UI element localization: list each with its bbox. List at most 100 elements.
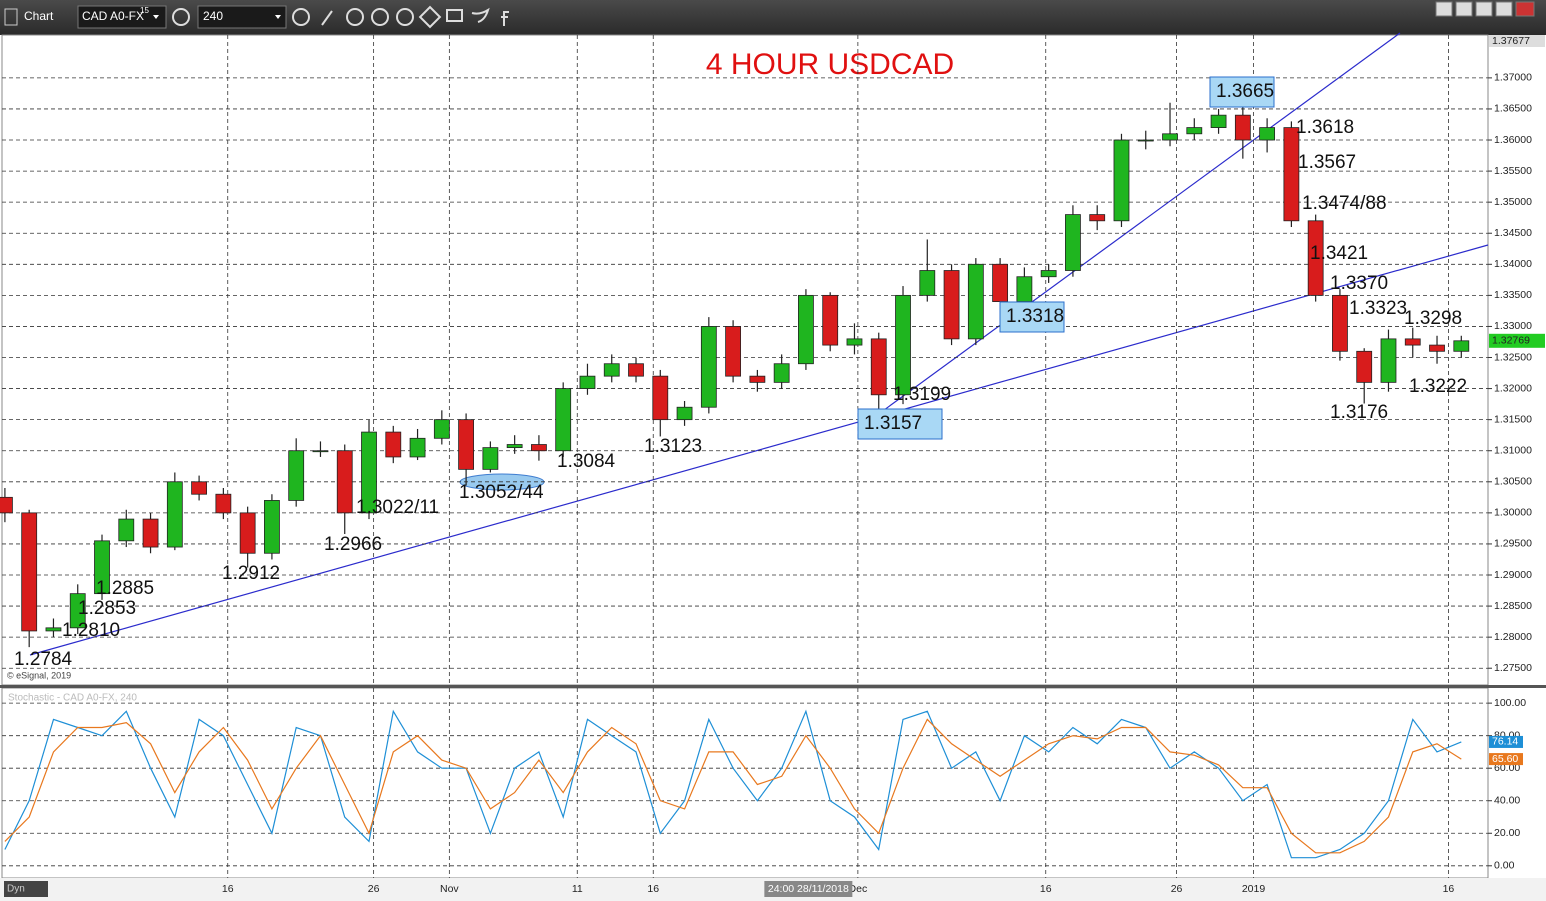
candle-body <box>166 481 183 548</box>
y-tick-label: 1.32500 <box>1494 351 1532 363</box>
tool[interactable] <box>446 9 463 22</box>
candle-body <box>798 294 814 365</box>
tool[interactable] <box>396 8 414 26</box>
y-tick-label: 1.35000 <box>1494 196 1532 208</box>
axis-high: 1.37677 <box>1492 35 1530 47</box>
candle-body <box>1089 214 1106 222</box>
annotation-box <box>999 301 1065 333</box>
annotation: 1.3176 <box>1330 402 1388 423</box>
candle-body <box>336 450 353 514</box>
annotation-box <box>1209 76 1275 108</box>
candle-body <box>822 294 839 346</box>
twitter[interactable] <box>471 7 490 23</box>
candle-body <box>700 326 717 408</box>
app-label: Chart <box>24 9 54 23</box>
draw-tool[interactable] <box>321 10 333 26</box>
candle-body <box>1210 114 1227 128</box>
last-price-badge <box>1489 333 1545 348</box>
annotation: 1.3323 <box>1349 298 1407 319</box>
annotation: 1.3199 <box>893 384 951 405</box>
window-button[interactable] <box>1455 1 1473 17</box>
candle-body <box>1113 139 1130 222</box>
annotation-box <box>857 408 943 440</box>
window-button[interactable] <box>1435 1 1453 17</box>
candle-body <box>943 270 960 340</box>
candle-body <box>652 375 669 421</box>
candle-body <box>1453 340 1470 352</box>
annotation: 1.2912 <box>222 563 280 584</box>
y-tick-label: 1.30000 <box>1494 507 1532 519</box>
stochastic-panel <box>1 687 1489 879</box>
last-value-label: 76.14 <box>1492 736 1518 748</box>
y-tick-label: 1.27500 <box>1494 662 1532 674</box>
tool[interactable] <box>371 8 389 26</box>
annotation: 1.3567 <box>1298 152 1356 173</box>
refresh-button[interactable] <box>172 8 190 26</box>
candle-body <box>1283 127 1300 222</box>
candle-body <box>676 406 693 421</box>
dropdown[interactable] <box>275 15 281 19</box>
candle-body <box>1186 127 1203 135</box>
annotation: 1.2810 <box>62 620 120 641</box>
window-button[interactable] <box>1475 1 1493 17</box>
y-tick-label: 1.28000 <box>1494 631 1532 643</box>
y-tick-label: 1.31000 <box>1494 445 1532 457</box>
y-tick-label: 1.37000 <box>1494 72 1532 84</box>
annotation: 1.3052/44 <box>459 482 544 503</box>
window-button[interactable] <box>1495 1 1513 17</box>
candle-body <box>142 518 159 548</box>
candle-body <box>628 363 644 377</box>
candle-body <box>846 338 863 346</box>
candle-body <box>1307 220 1324 296</box>
tool[interactable] <box>346 8 364 26</box>
watermark: © eSignal, 2019 <box>7 670 71 680</box>
annotation: 1.3222 <box>1409 376 1467 397</box>
annotation: 1.3665 <box>1216 81 1274 102</box>
candle-body <box>603 363 620 377</box>
last-value-label: 65.60 <box>1492 753 1518 765</box>
candle-body <box>531 444 547 452</box>
annotation: 1.3421 <box>1310 243 1368 264</box>
interval-box[interactable] <box>197 5 287 29</box>
close-button[interactable] <box>1515 1 1535 17</box>
time-button[interactable] <box>292 8 310 26</box>
candle-body <box>69 593 86 629</box>
candle-body <box>919 270 936 296</box>
y-tick-label: 1.34000 <box>1494 258 1532 270</box>
candle-body <box>992 263 1009 302</box>
candle-body <box>895 294 911 396</box>
candle-body <box>1404 338 1421 346</box>
facebook[interactable] <box>501 11 509 26</box>
dropdown[interactable] <box>153 15 159 19</box>
candle-body <box>264 500 280 554</box>
annotation: 1.3618 <box>1296 117 1354 138</box>
y-tick-label: 1.36000 <box>1494 134 1532 146</box>
candle-body <box>21 512 38 632</box>
x-tick-label: 16 <box>1040 883 1052 895</box>
x-tick-label: 16 <box>222 883 234 895</box>
crosshair-label: 24:00 28/11/2018 <box>768 883 849 895</box>
y-tick-label: 100.00 <box>1494 697 1526 709</box>
candle-body <box>1040 270 1057 278</box>
symbol-box[interactable] <box>77 5 167 29</box>
y-tick-label: 1.32000 <box>1494 382 1532 394</box>
price-panel <box>1 34 1489 686</box>
y-tick-label: 1.29500 <box>1494 538 1532 550</box>
interval: 240 <box>203 9 223 23</box>
y-tick-label: 1.36500 <box>1494 103 1532 115</box>
candle-body <box>773 363 790 383</box>
candle-body <box>1162 133 1178 141</box>
axis-high-badge <box>1489 35 1545 47</box>
chart-icon <box>4 8 18 26</box>
annotation: 1.3084 <box>557 451 616 472</box>
y-tick-label: 40.00 <box>1494 795 1520 807</box>
annotation: 1.3474/88 <box>1302 193 1387 214</box>
x-tick-label: 26 <box>1171 883 1183 895</box>
annotation: 1.2853 <box>78 598 136 619</box>
candle-body <box>361 431 377 514</box>
y-tick-label: 0.00 <box>1494 860 1515 872</box>
tool[interactable] <box>418 5 442 29</box>
candle-body <box>385 431 402 458</box>
candle-body <box>312 450 329 453</box>
status: Dyn <box>7 884 25 895</box>
